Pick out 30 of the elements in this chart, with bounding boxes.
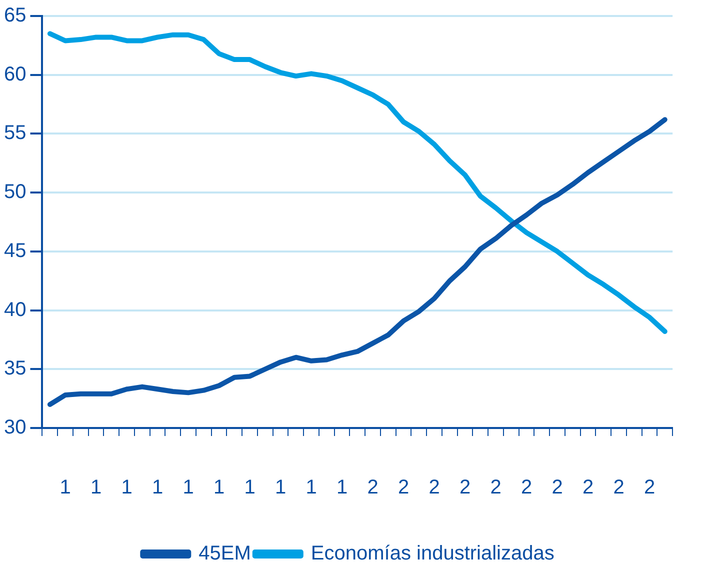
x-tick-label: 2 (428, 476, 440, 499)
y-tick-label: 30 (4, 416, 26, 439)
x-tick-label: 1 (306, 476, 317, 499)
x-tick-label: 1 (244, 476, 256, 499)
x-tick-label: 2 (552, 476, 563, 499)
y-tick-label: 60 (4, 63, 26, 86)
x-tick-label: 2 (367, 476, 378, 499)
y-tick-label: 35 (4, 358, 26, 380)
x-tick-label: 1 (336, 476, 348, 499)
x-tick-label: 1 (60, 476, 71, 499)
y-tick-label: 45 (4, 240, 26, 262)
x-tick-label: 1 (121, 476, 132, 499)
y-tick-label: 55 (4, 122, 26, 144)
x-tick-label: 2 (520, 476, 532, 499)
x-tick-label: 1 (182, 476, 194, 499)
x-tick-label: 1 (274, 476, 286, 499)
legend-label: Economías industrializadas (310, 542, 554, 565)
y-tick-label: 40 (4, 298, 26, 321)
y-tick-label: 65 (4, 4, 26, 27)
x-tick-label: 2 (490, 476, 502, 499)
x-tick-label: 1 (90, 476, 102, 499)
y-tick-label: 50 (4, 181, 26, 204)
x-tick-label: 2 (459, 476, 471, 499)
x-tick-label: 2 (613, 476, 624, 499)
x-tick-label: 1 (152, 476, 164, 499)
x-tick-label: 2 (582, 476, 594, 499)
legend-label: 45EM (198, 542, 251, 565)
x-tick-label: 1 (213, 476, 225, 499)
x-tick-label: 2 (398, 476, 410, 499)
x-tick-label: 2 (644, 476, 656, 499)
